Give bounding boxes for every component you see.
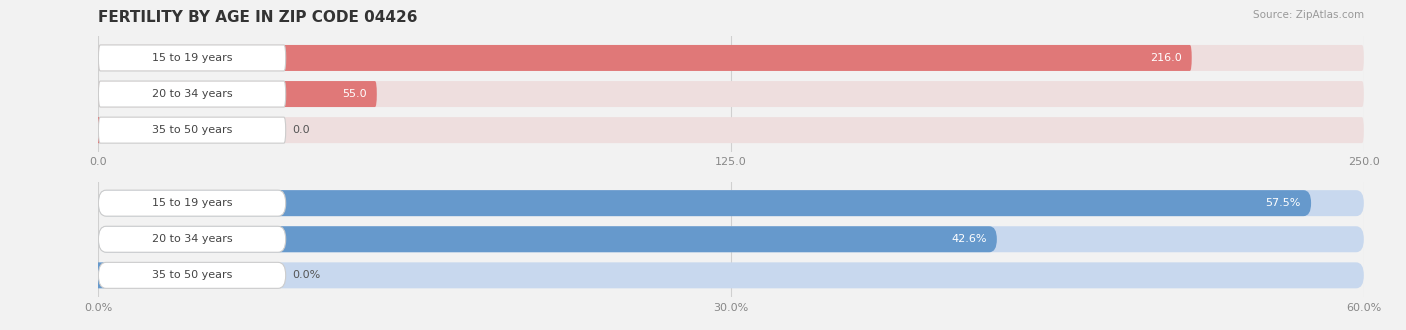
Text: 35 to 50 years: 35 to 50 years — [152, 270, 232, 280]
FancyBboxPatch shape — [98, 81, 377, 107]
FancyBboxPatch shape — [91, 262, 105, 288]
FancyBboxPatch shape — [98, 190, 1310, 216]
FancyBboxPatch shape — [98, 81, 1364, 107]
Text: 20 to 34 years: 20 to 34 years — [152, 234, 232, 244]
Text: 15 to 19 years: 15 to 19 years — [152, 198, 232, 208]
Text: 15 to 19 years: 15 to 19 years — [152, 53, 232, 63]
Text: Source: ZipAtlas.com: Source: ZipAtlas.com — [1253, 10, 1364, 20]
FancyBboxPatch shape — [98, 45, 285, 71]
Text: 35 to 50 years: 35 to 50 years — [152, 125, 232, 135]
FancyBboxPatch shape — [98, 262, 285, 288]
FancyBboxPatch shape — [98, 190, 1364, 216]
Text: 0.0%: 0.0% — [292, 270, 321, 280]
FancyBboxPatch shape — [98, 262, 1364, 288]
Text: 57.5%: 57.5% — [1265, 198, 1301, 208]
FancyBboxPatch shape — [97, 117, 100, 143]
Text: FERTILITY BY AGE IN ZIP CODE 04426: FERTILITY BY AGE IN ZIP CODE 04426 — [98, 10, 418, 25]
Text: 216.0: 216.0 — [1150, 53, 1181, 63]
Text: 20 to 34 years: 20 to 34 years — [152, 89, 232, 99]
Text: 55.0: 55.0 — [342, 89, 367, 99]
FancyBboxPatch shape — [98, 117, 1364, 143]
Text: 42.6%: 42.6% — [952, 234, 987, 244]
FancyBboxPatch shape — [98, 45, 1364, 71]
FancyBboxPatch shape — [98, 226, 285, 252]
FancyBboxPatch shape — [98, 45, 1192, 71]
FancyBboxPatch shape — [98, 226, 997, 252]
FancyBboxPatch shape — [98, 81, 285, 107]
FancyBboxPatch shape — [98, 117, 285, 143]
FancyBboxPatch shape — [98, 226, 1364, 252]
Text: 0.0: 0.0 — [292, 125, 309, 135]
FancyBboxPatch shape — [98, 190, 285, 216]
